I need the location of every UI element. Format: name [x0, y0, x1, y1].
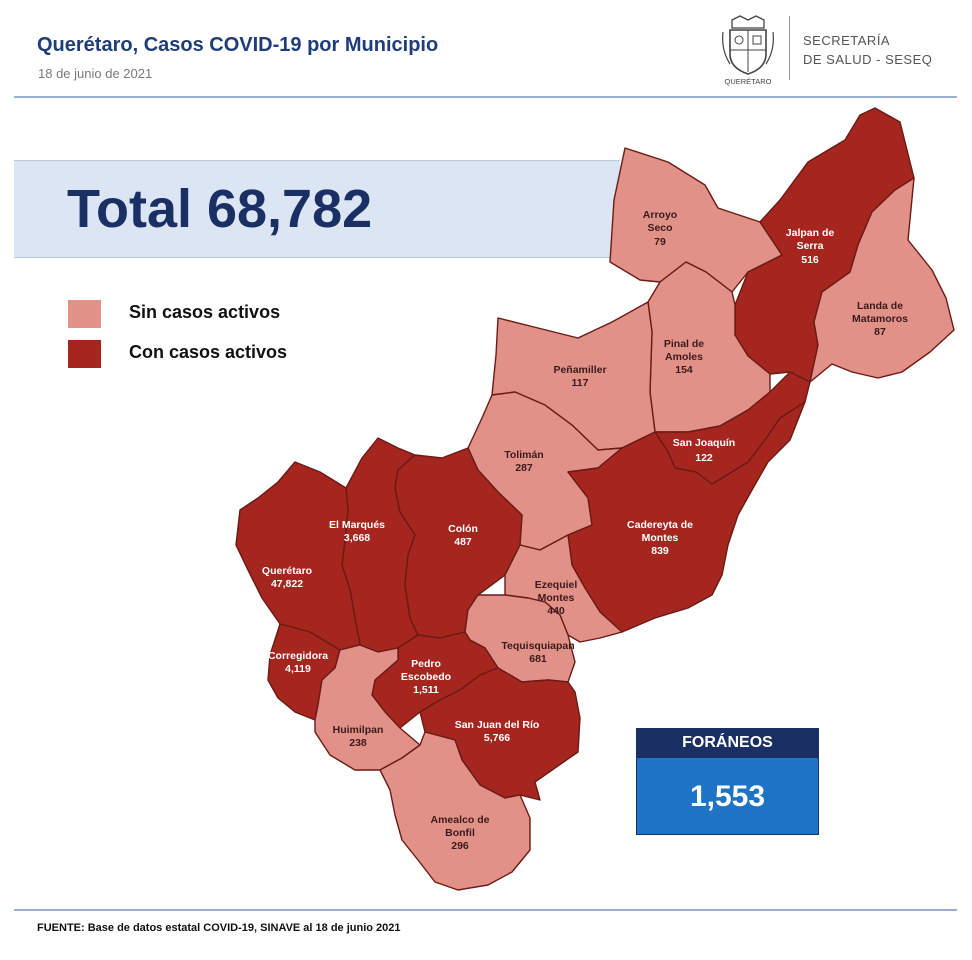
region-landa-de-matamoros[interactable]	[809, 177, 955, 383]
label-amealco-name-1: Amealco de	[431, 814, 490, 826]
legend-label-no-active: Sin casos activos	[129, 302, 281, 322]
legend-label-active: Con casos activos	[129, 342, 288, 362]
legend-swatch-no-active	[68, 300, 101, 328]
label-ezequiel-cases: 440	[547, 605, 565, 617]
svg-text:QUERÉTARO: QUERÉTARO	[725, 77, 772, 86]
label-san-juan-name: San Juan del Río	[455, 719, 540, 731]
region-queretaro[interactable]	[235, 461, 361, 651]
label-corregidora-cases: 4,119	[285, 663, 311, 675]
label-amealco-name-2: Bonfil	[445, 827, 475, 839]
region-amealco-de-bonfil[interactable]	[379, 731, 531, 891]
region-cadereyta-de-montes[interactable]	[567, 401, 806, 633]
page-title: Querétaro, Casos COVID-19 por Municipio	[37, 34, 439, 56]
label-huimilpan-cases: 238	[349, 737, 367, 749]
label-landa-name-1: Landa de	[857, 300, 903, 312]
label-cadereyta-name-2: Montes	[642, 532, 679, 544]
label-cadereyta-name-1: Cadereyta de	[627, 519, 693, 531]
label-arroyo-seco-name-2: Seco	[647, 222, 672, 234]
label-arroyo-seco-name-1: Arroyo	[643, 209, 677, 221]
report-date: 18 de junio de 2021	[38, 66, 153, 81]
label-arroyo-seco-cases: 79	[654, 236, 666, 248]
region-ezequiel-montes[interactable]	[504, 534, 623, 643]
label-pinal-name-1: Pinal de	[664, 338, 704, 350]
label-landa-name-2: Matamoros	[852, 313, 908, 325]
foraneos-header: FORÁNEOS	[636, 728, 819, 757]
label-jalpan-cases: 516	[801, 254, 819, 266]
label-amealco-cases: 296	[451, 840, 469, 852]
label-tequisquiapan-cases: 681	[529, 653, 547, 665]
label-san-juan-cases: 5,766	[484, 732, 510, 744]
label-penamiller-name: Peñamiller	[553, 364, 606, 376]
label-san-joaquin-cases: 122	[695, 452, 713, 464]
label-el-marques-name: El Marqués	[329, 519, 385, 531]
label-cadereyta-cases: 839	[651, 545, 669, 557]
label-huimilpan-name: Huimilpan	[333, 724, 384, 736]
label-toliman-name: Tolimán	[504, 449, 543, 461]
label-pinal-name-2: Amoles	[665, 351, 703, 363]
org-name-line1: SECRETARÍA	[803, 33, 891, 48]
label-landa-cases: 87	[874, 326, 886, 338]
label-ezequiel-name-1: Ezequiel	[535, 579, 578, 591]
legend-swatch-active	[68, 340, 101, 368]
header-divider	[789, 16, 790, 80]
label-jalpan-name-2: Serra	[797, 240, 824, 252]
label-ezequiel-name-2: Montes	[538, 592, 575, 604]
label-san-joaquin-name: San Joaquín	[673, 437, 735, 449]
foraneos-value: 1,553	[636, 757, 819, 835]
org-name-line2: DE SALUD - SESEQ	[803, 52, 933, 67]
source-note: FUENTE: Base de datos estatal COVID-19, …	[37, 922, 401, 934]
label-pinal-cases: 154	[675, 364, 693, 376]
label-pedro-escobedo-cases: 1,511	[413, 684, 439, 696]
label-tequisquiapan-name: Tequisquiapan	[501, 640, 574, 652]
label-colon-name: Colón	[448, 523, 478, 535]
header-rule	[14, 96, 957, 98]
label-corregidora-name: Corregidora	[268, 650, 328, 662]
total-banner	[14, 160, 620, 258]
label-queretaro-name: Querétaro	[262, 565, 312, 577]
footer-rule	[14, 909, 957, 911]
label-jalpan-name-1: Jalpan de	[786, 227, 835, 239]
label-el-marques-cases: 3,668	[344, 532, 370, 544]
label-penamiller-cases: 117	[572, 377, 589, 389]
total-cases: Total 68,782	[67, 179, 373, 239]
label-queretaro-cases: 47,822	[271, 578, 303, 590]
label-pedro-escobedo-name-2: Escobedo	[401, 671, 451, 683]
label-colon-cases: 487	[454, 536, 472, 548]
label-toliman-cases: 287	[515, 462, 533, 474]
label-pedro-escobedo-name-1: Pedro	[411, 658, 441, 670]
state-seal-logo: QUERÉTARO	[722, 15, 774, 86]
